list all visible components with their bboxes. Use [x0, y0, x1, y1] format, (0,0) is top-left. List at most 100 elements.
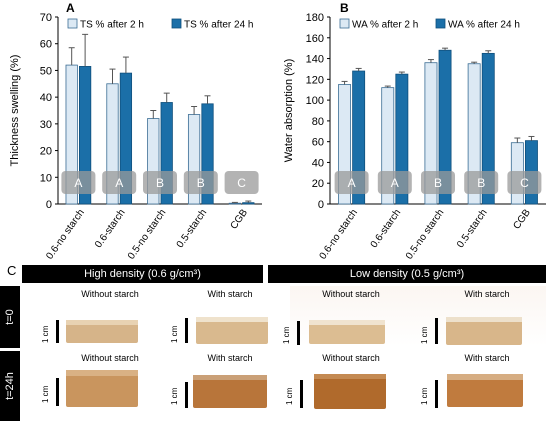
x-tick-label: 0.5-starch	[175, 207, 210, 250]
high-density-header: High density (0.6 g/cm³)	[22, 265, 263, 283]
sample-photo-hd-t0-with	[196, 317, 268, 344]
caption-hd-t24-without: Without starch	[81, 353, 139, 363]
sample-photo-hd-t24-without	[66, 370, 138, 407]
y-tick-label: 0	[318, 199, 324, 211]
y-tick-label: 20	[312, 178, 324, 190]
y-tick-label: 40	[312, 157, 324, 169]
significance-box	[102, 171, 137, 194]
scale-label: 1 cm	[420, 387, 429, 405]
x-tick-label: 0.5-no starch	[404, 207, 446, 261]
legend-swatch	[171, 18, 182, 29]
significance-letter: A	[115, 176, 123, 190]
scale-bar	[435, 318, 438, 344]
low-density-header: Low density (0.5 g/cm³)	[268, 265, 546, 283]
significance-letter: B	[156, 176, 164, 190]
caption-hd-t0-with: With starch	[207, 289, 253, 299]
scale-bar	[300, 380, 303, 408]
bar-series-2	[242, 202, 255, 205]
caption-hd-t0-without: Without starch	[81, 289, 139, 299]
scale-label: 1 cm	[41, 325, 50, 343]
significance-letter: C	[237, 176, 246, 190]
significance-letter: B	[477, 176, 485, 190]
significance-box	[143, 171, 177, 194]
scale-label: 1 cm	[420, 326, 429, 344]
significance-box	[183, 171, 218, 194]
y-tick-label: 10	[40, 172, 52, 184]
caption-hd-t24-with: With starch	[207, 353, 253, 363]
sample-photo-ld-t0-with	[446, 317, 522, 345]
row-label-t0: t=0	[0, 286, 20, 348]
scale-label: 1 cm	[285, 387, 294, 405]
significance-box	[224, 171, 259, 194]
y-tick-label: 30	[40, 119, 52, 131]
sample-photo-ld-t24-with	[447, 374, 523, 407]
y-tick-label: 180	[306, 12, 324, 24]
caption-ld-t24-with: With starch	[464, 353, 510, 363]
significance-box	[464, 171, 499, 194]
significance-letter: A	[391, 176, 399, 190]
scale-bar	[56, 320, 59, 343]
sample-photo-hd-t0-without	[66, 320, 138, 343]
y-tick-label: 80	[312, 116, 324, 128]
sample-photo-ld-t24-without	[314, 374, 386, 409]
significance-box	[507, 171, 542, 194]
x-tick-label: 0.6-no starch	[318, 207, 360, 261]
significance-box	[421, 171, 455, 194]
caption-ld-t24-without: Without starch	[322, 353, 380, 363]
legend-label: TS % after 2 h	[80, 20, 144, 31]
y-tick-label: 70	[40, 12, 52, 24]
y-tick-label: 40	[40, 92, 52, 104]
row-label-t24h: t=24h	[0, 351, 20, 421]
scale-bar	[297, 321, 300, 345]
y-tick-label: 100	[306, 95, 324, 107]
legend-label: WA % after 2 h	[352, 20, 418, 31]
y-axis-label: Water absorption (%)	[283, 59, 295, 163]
x-tick-label: 0.5-no starch	[126, 207, 168, 261]
y-tick-label: 0	[46, 199, 52, 211]
scale-bar	[185, 382, 188, 408]
scale-label: 1 cm	[170, 325, 179, 343]
x-tick-label: CGB	[229, 207, 251, 231]
sample-photo-hd-t24-with	[193, 375, 267, 408]
significance-letter: B	[434, 176, 442, 190]
significance-letter: B	[197, 176, 205, 190]
y-tick-label: 60	[312, 137, 324, 149]
bar-series-1	[228, 202, 241, 205]
caption-ld-t0-without: Without starch	[322, 289, 380, 299]
y-axis-label: Thickness swelling (%)	[9, 55, 21, 167]
scale-label: 1 cm	[170, 387, 179, 405]
scale-bar	[435, 380, 438, 408]
legend-swatch	[67, 18, 78, 29]
significance-box	[334, 171, 369, 194]
x-tick-label: 0.6-starch	[93, 207, 128, 250]
significance-letter: A	[348, 176, 356, 190]
scale-bar	[185, 318, 188, 343]
significance-letter: A	[74, 176, 82, 190]
x-tick-label: 0.6-starch	[369, 207, 404, 250]
legend-swatch	[435, 18, 446, 29]
legend-swatch	[339, 18, 350, 29]
scale-label: 1 cm	[41, 385, 50, 403]
y-tick-label: 60	[40, 39, 52, 51]
panel-c-label: C	[7, 263, 17, 278]
y-tick-label: 160	[306, 33, 324, 45]
legend-label: WA % after 24 h	[448, 20, 520, 31]
significance-letter: C	[520, 176, 529, 190]
y-tick-label: 120	[306, 74, 324, 86]
y-tick-label: 140	[306, 54, 324, 66]
scale-bar	[56, 378, 59, 406]
x-tick-label: 0.5-starch	[455, 207, 490, 250]
x-tick-label: CGB	[511, 207, 533, 231]
scale-label: 1 cm	[282, 326, 291, 344]
panel-label: B	[340, 1, 349, 15]
x-tick-label: 0.6-no starch	[44, 207, 86, 261]
y-tick-label: 20	[40, 146, 52, 158]
legend-label: TS % after 24 h	[184, 20, 253, 31]
significance-box	[61, 171, 96, 194]
y-tick-label: 50	[40, 65, 52, 77]
panel-label: A	[66, 1, 75, 15]
sample-photo-ld-t0-without	[309, 320, 385, 344]
caption-ld-t0-with: With starch	[464, 289, 510, 299]
significance-box	[377, 171, 412, 194]
